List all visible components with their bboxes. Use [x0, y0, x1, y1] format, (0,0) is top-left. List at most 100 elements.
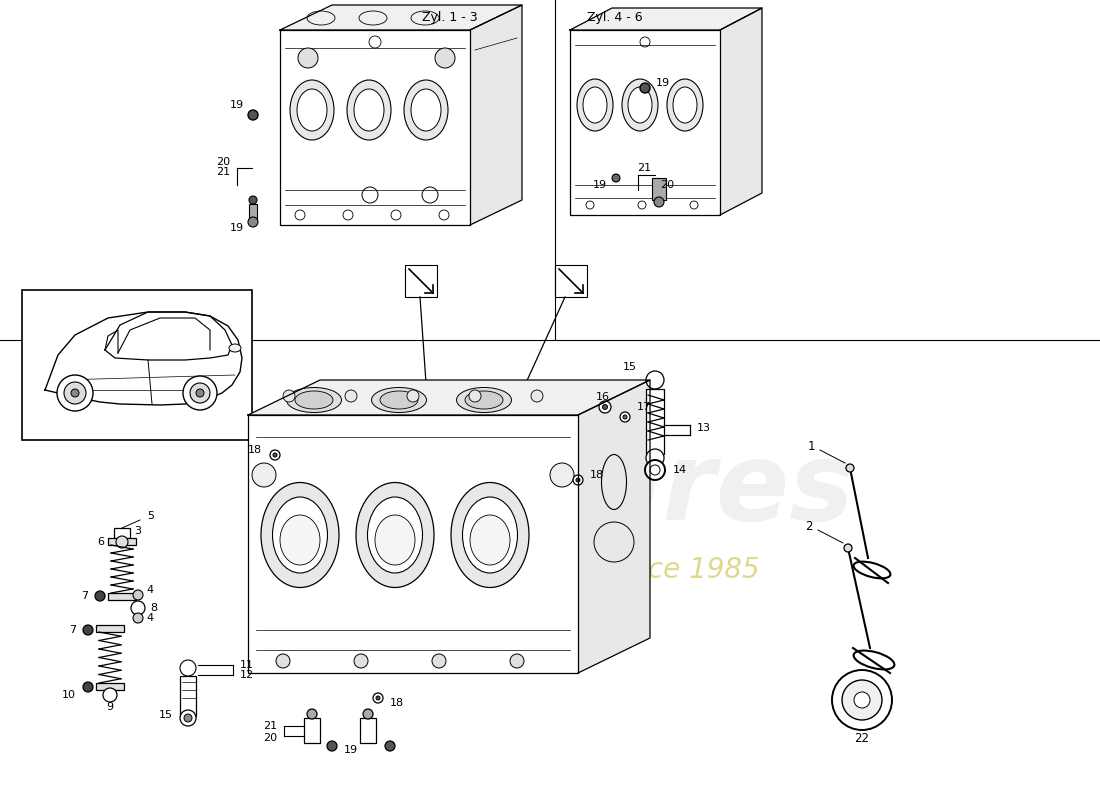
Ellipse shape: [578, 79, 613, 131]
Circle shape: [327, 741, 337, 751]
Circle shape: [854, 692, 870, 708]
Ellipse shape: [372, 387, 427, 413]
Circle shape: [645, 460, 665, 480]
Text: 4: 4: [146, 613, 153, 623]
Circle shape: [196, 389, 204, 397]
Text: eurosares: eurosares: [246, 437, 854, 543]
Text: 4: 4: [146, 585, 153, 595]
Ellipse shape: [602, 454, 627, 510]
Ellipse shape: [295, 391, 333, 409]
Polygon shape: [570, 8, 762, 30]
Text: 21: 21: [263, 721, 277, 731]
Text: 8: 8: [150, 603, 157, 613]
Text: 18: 18: [248, 445, 262, 455]
Bar: [556, 265, 587, 297]
Ellipse shape: [273, 497, 328, 573]
Bar: [114, 528, 130, 538]
Polygon shape: [248, 380, 650, 415]
Polygon shape: [720, 8, 762, 215]
Circle shape: [620, 412, 630, 422]
Text: 19: 19: [344, 745, 359, 755]
Circle shape: [469, 390, 481, 402]
Circle shape: [270, 450, 280, 460]
Text: Zyl. 4 - 6: Zyl. 4 - 6: [587, 11, 642, 25]
Bar: [304, 718, 320, 743]
Circle shape: [376, 696, 380, 700]
Circle shape: [623, 415, 627, 419]
Text: 14: 14: [673, 465, 688, 475]
Ellipse shape: [375, 515, 415, 565]
Text: 18: 18: [590, 470, 604, 480]
Circle shape: [842, 680, 882, 720]
Text: 9: 9: [107, 702, 113, 712]
Bar: [22, 290, 252, 440]
Text: 1: 1: [807, 439, 815, 453]
Ellipse shape: [854, 562, 890, 578]
Ellipse shape: [456, 387, 512, 413]
Circle shape: [183, 376, 217, 410]
Text: 19: 19: [230, 223, 244, 233]
Polygon shape: [470, 5, 522, 225]
Circle shape: [654, 197, 664, 207]
Text: 22: 22: [855, 731, 869, 745]
Ellipse shape: [404, 80, 448, 140]
Circle shape: [298, 48, 318, 68]
Ellipse shape: [667, 79, 703, 131]
Circle shape: [190, 383, 210, 403]
Circle shape: [252, 463, 276, 487]
Ellipse shape: [673, 87, 697, 123]
Circle shape: [510, 654, 524, 668]
Bar: [652, 178, 666, 200]
Text: 6: 6: [97, 537, 104, 547]
Circle shape: [603, 405, 607, 410]
Circle shape: [646, 371, 664, 389]
Circle shape: [133, 590, 143, 600]
Polygon shape: [280, 5, 522, 30]
Text: 11: 11: [240, 660, 254, 670]
Polygon shape: [570, 30, 721, 215]
Text: 17: 17: [637, 402, 651, 412]
Ellipse shape: [346, 80, 390, 140]
Circle shape: [249, 196, 257, 204]
Circle shape: [594, 522, 634, 562]
Text: 7: 7: [69, 625, 76, 635]
Circle shape: [64, 382, 86, 404]
Circle shape: [846, 464, 854, 472]
Circle shape: [184, 714, 192, 722]
Text: 15: 15: [160, 710, 173, 720]
Text: 18: 18: [390, 698, 404, 708]
Polygon shape: [280, 30, 470, 225]
Bar: [180, 676, 196, 716]
Ellipse shape: [854, 650, 894, 670]
Text: 19: 19: [593, 180, 607, 190]
Circle shape: [612, 174, 620, 182]
Circle shape: [531, 390, 543, 402]
Text: 20: 20: [216, 157, 230, 167]
Circle shape: [844, 544, 852, 552]
Ellipse shape: [628, 87, 652, 123]
Circle shape: [180, 660, 196, 676]
Circle shape: [95, 591, 104, 601]
Text: 2: 2: [805, 519, 813, 533]
Circle shape: [363, 709, 373, 719]
Circle shape: [600, 401, 610, 413]
Circle shape: [180, 710, 196, 726]
Text: 12: 12: [240, 670, 254, 680]
Text: 21: 21: [216, 167, 230, 177]
Circle shape: [576, 478, 580, 482]
Circle shape: [354, 654, 368, 668]
Polygon shape: [578, 380, 650, 673]
Circle shape: [133, 613, 143, 623]
Ellipse shape: [583, 87, 607, 123]
Text: 21: 21: [637, 163, 651, 173]
Circle shape: [273, 453, 277, 457]
Circle shape: [640, 83, 650, 93]
Text: 7: 7: [81, 591, 88, 601]
Circle shape: [573, 475, 583, 485]
Bar: [108, 538, 136, 545]
Circle shape: [82, 682, 94, 692]
Circle shape: [407, 390, 419, 402]
Bar: [249, 204, 257, 219]
Circle shape: [646, 449, 664, 467]
Circle shape: [385, 741, 395, 751]
